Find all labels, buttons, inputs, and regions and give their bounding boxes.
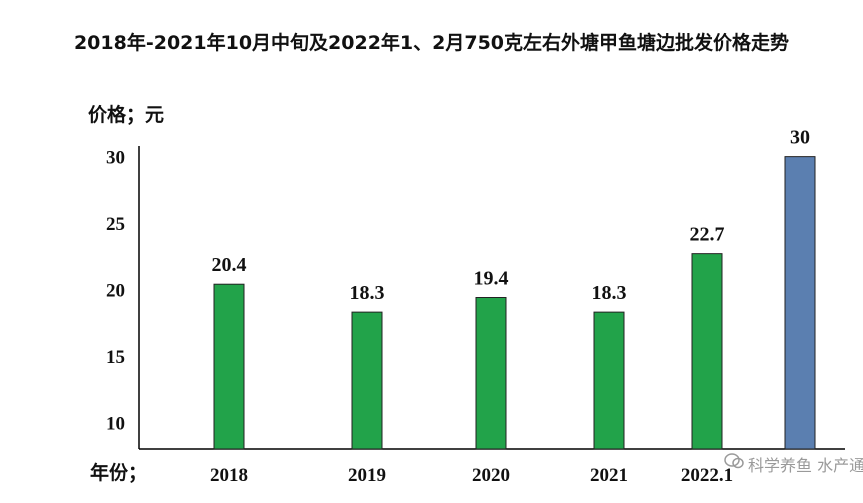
bar xyxy=(475,297,507,450)
y-tick-labels: 10 15 20 25 30 xyxy=(106,148,125,435)
y-tick-label: 30 xyxy=(106,148,125,169)
bar xyxy=(593,311,625,450)
y-axis-label: 价格；元 xyxy=(88,104,165,126)
x-tick-labels: 2018 2019 2020 2021 2022.1 xyxy=(210,465,733,486)
y-tick-label: 25 xyxy=(106,214,125,235)
wechat-icon xyxy=(724,452,744,475)
y-tick-label: 15 xyxy=(106,347,125,368)
y-tick-label: 10 xyxy=(106,413,125,434)
x-axis-label: 年份； xyxy=(90,462,148,484)
bar xyxy=(784,156,816,450)
x-tick-label: 2020 xyxy=(472,465,510,486)
data-label: 22.7 xyxy=(690,224,725,246)
data-label: 20.4 xyxy=(212,254,247,276)
bar xyxy=(213,283,245,450)
x-tick-label: 2021 xyxy=(590,465,628,486)
bar xyxy=(351,311,383,450)
x-tick-label: 2018 xyxy=(210,465,248,486)
x-tick-label: 2019 xyxy=(348,465,386,486)
data-label: 18.3 xyxy=(592,282,627,304)
y-tick-label: 20 xyxy=(106,281,125,302)
data-label: 19.4 xyxy=(474,268,509,290)
chart-title: 2018年-2021年10月中旬及2022年1、2月750克左右外塘甲鱼塘边批发… xyxy=(73,32,790,54)
data-label: 30 xyxy=(790,127,810,149)
bars xyxy=(213,156,816,450)
bar xyxy=(691,253,723,450)
data-label: 18.3 xyxy=(350,282,385,304)
data-labels: 20.4 18.3 19.4 18.3 22.7 30 xyxy=(212,127,811,304)
watermark: 科学养鱼 水产通 xyxy=(748,456,863,475)
x-tick-label: 2022.1 xyxy=(681,465,733,486)
